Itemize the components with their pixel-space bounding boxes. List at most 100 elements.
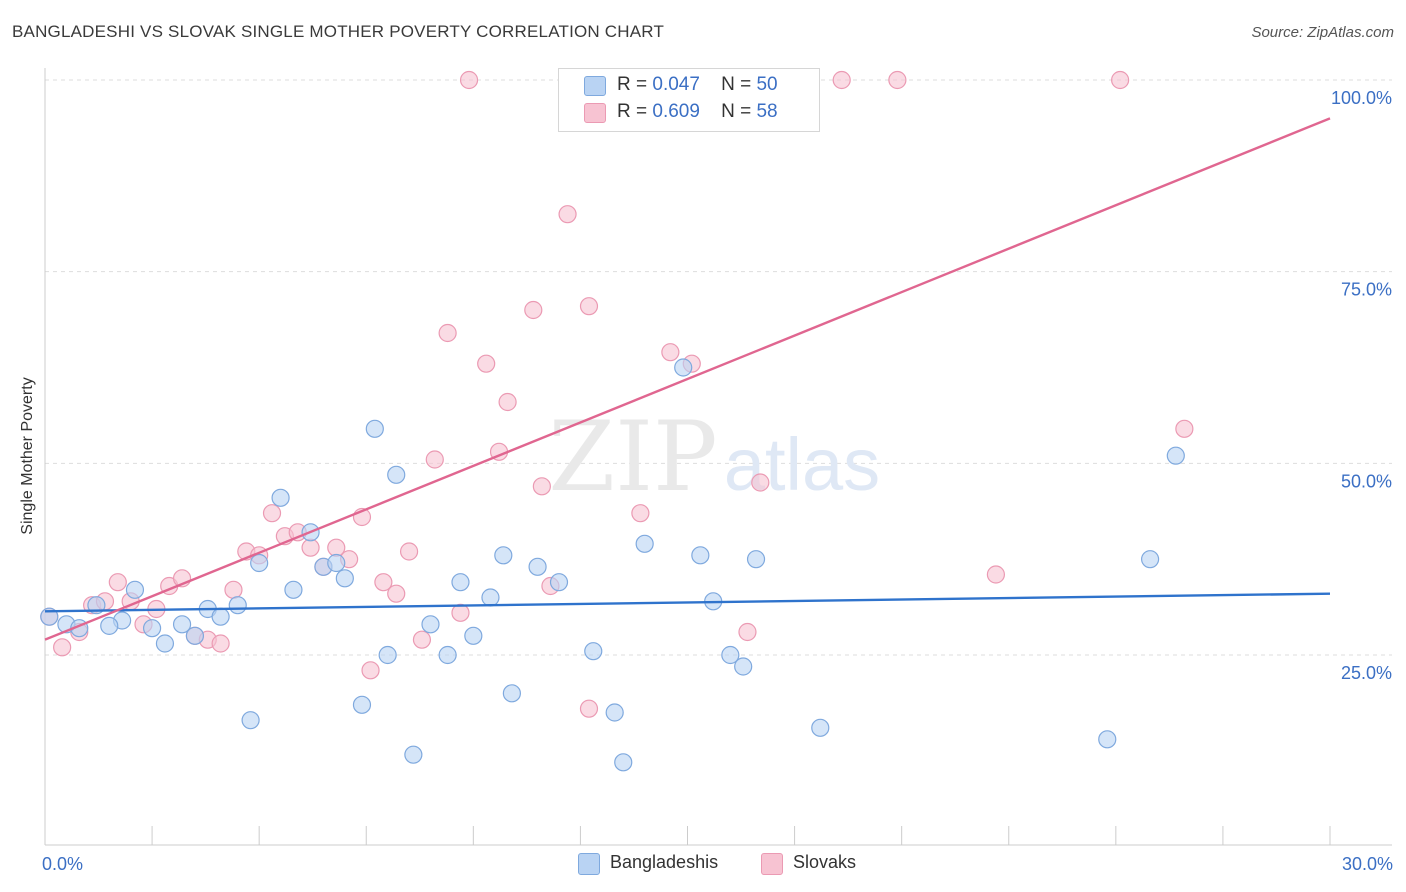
bangladeshi-point [241, 711, 260, 730]
watermark-zip: ZIP [548, 401, 717, 513]
bottom-legend-swatch-blue [578, 853, 600, 875]
bangladeshi-point [421, 615, 440, 634]
legend-r-label: R = [617, 101, 648, 122]
source-label: Source: ZipAtlas.com [1251, 24, 1394, 41]
bangladeshi-point [746, 550, 766, 569]
bangladeshi-point [335, 569, 354, 588]
bangladeshi-point [721, 645, 740, 665]
bangladeshi-point [584, 642, 603, 661]
bangladeshi-point [549, 573, 569, 592]
slovak-point [412, 630, 432, 649]
y-tick-label: 50.0% [1341, 471, 1392, 491]
bangladeshi-point [172, 615, 192, 634]
bangladeshi-point [250, 553, 269, 573]
bangladeshi-point [502, 684, 521, 703]
bangladeshi-point [284, 580, 303, 599]
bangladeshi-point [327, 553, 346, 573]
trend-layer [44, 117, 1331, 641]
slovak-point [631, 504, 650, 523]
bangladeshi-point [464, 626, 483, 645]
bangladeshi-point [481, 588, 500, 607]
bangladeshi-point [100, 616, 119, 635]
bangladeshi-point [125, 580, 145, 599]
bangladeshi-point [271, 488, 290, 507]
bottom-legend-label: Slovaks [793, 852, 857, 872]
stats-legend: R = 0.047 N = 50 R = 0.609 N = 58 [558, 68, 820, 132]
slovak-point [558, 205, 577, 224]
slovak-point [399, 542, 419, 561]
bangladeshi-point [378, 645, 397, 665]
bangladeshi-point [352, 695, 372, 714]
x-tick-label: 30.0% [1342, 854, 1393, 874]
chart-title: BANGLADESHI VS SLOVAK SINGLE MOTHER POVE… [12, 22, 665, 41]
slovak-point [374, 573, 393, 592]
watermark-atlas: atlas [724, 423, 880, 506]
bangladeshi-point [142, 619, 162, 638]
bangladeshi-point [635, 534, 654, 553]
slovak-point [1111, 70, 1130, 90]
legend-n-label: N = [721, 74, 752, 95]
bangladeshi-point [674, 358, 693, 377]
y-tick-label: 75.0% [1341, 280, 1392, 300]
legend-text: R = 0.047 N = 50 [617, 74, 778, 96]
legend-r-value: 0.609 [652, 101, 700, 122]
slovak-point [425, 450, 444, 469]
bottom-legend-label: Bangladeshis [610, 852, 719, 872]
slovak-point [579, 297, 599, 316]
bangladeshi-point [155, 634, 175, 653]
watermark: ZIP atlas [548, 401, 880, 513]
slovak-point [498, 392, 517, 412]
bangladeshi-point [387, 465, 406, 484]
slovak-point [211, 634, 230, 653]
slovak-point [438, 323, 457, 343]
slovak-point [108, 573, 127, 592]
bangladeshi-point [228, 596, 247, 615]
slovak-trend-line [44, 117, 1331, 641]
bottom-legend-swatch-pink [761, 853, 783, 875]
bangladeshi-point [1098, 730, 1117, 749]
legend-text: R = 0.609 N = 58 [617, 101, 778, 123]
grid-layer [45, 79, 1392, 656]
bangladeshi-point [734, 657, 753, 676]
x-tick-label: 0.0% [42, 854, 83, 874]
bangladeshi-point [1166, 446, 1185, 465]
bangladeshi-point [811, 718, 830, 737]
slovak-point [459, 70, 479, 90]
y-tick-label: 25.0% [1341, 663, 1392, 683]
slovak-point [986, 565, 1006, 584]
slovak-point [387, 584, 406, 603]
legend-swatch-blue [584, 76, 606, 96]
slovak-point [751, 473, 770, 492]
bangladeshi-point [605, 703, 624, 722]
bangladeshi-point [494, 546, 513, 565]
slovak-point [361, 661, 380, 680]
bangladeshi-point [451, 573, 470, 592]
slovak-point [532, 477, 551, 496]
bangladeshi-point [691, 546, 710, 565]
legend-r-value: 0.047 [652, 74, 700, 95]
slovak-point [224, 580, 243, 599]
y-tick-label: 100.0% [1331, 88, 1392, 108]
legend-n-value: 58 [756, 101, 778, 122]
axis-layer [44, 68, 1392, 846]
legend-n-label: N = [721, 101, 752, 122]
slovak-point [888, 70, 907, 90]
slovak-point [262, 504, 282, 523]
slovak-point [524, 300, 543, 320]
bangladeshi-point [528, 557, 547, 576]
bangladeshi-trend-line [44, 592, 1331, 613]
slovak-point [832, 70, 851, 90]
bangladeshi-point [438, 645, 457, 665]
bangladeshi-point [404, 745, 423, 764]
slovak-point [477, 354, 496, 373]
legend-r-label: R = [617, 74, 648, 95]
bangladeshi-point [614, 753, 633, 772]
slovak-point [738, 622, 757, 642]
slovak-point [661, 343, 680, 362]
bangladeshi-point [1140, 550, 1160, 569]
legend-n-value: 50 [756, 74, 778, 95]
slovak-point [451, 603, 470, 622]
legend-swatch-pink [584, 103, 606, 123]
bangladeshi-point [185, 626, 205, 645]
